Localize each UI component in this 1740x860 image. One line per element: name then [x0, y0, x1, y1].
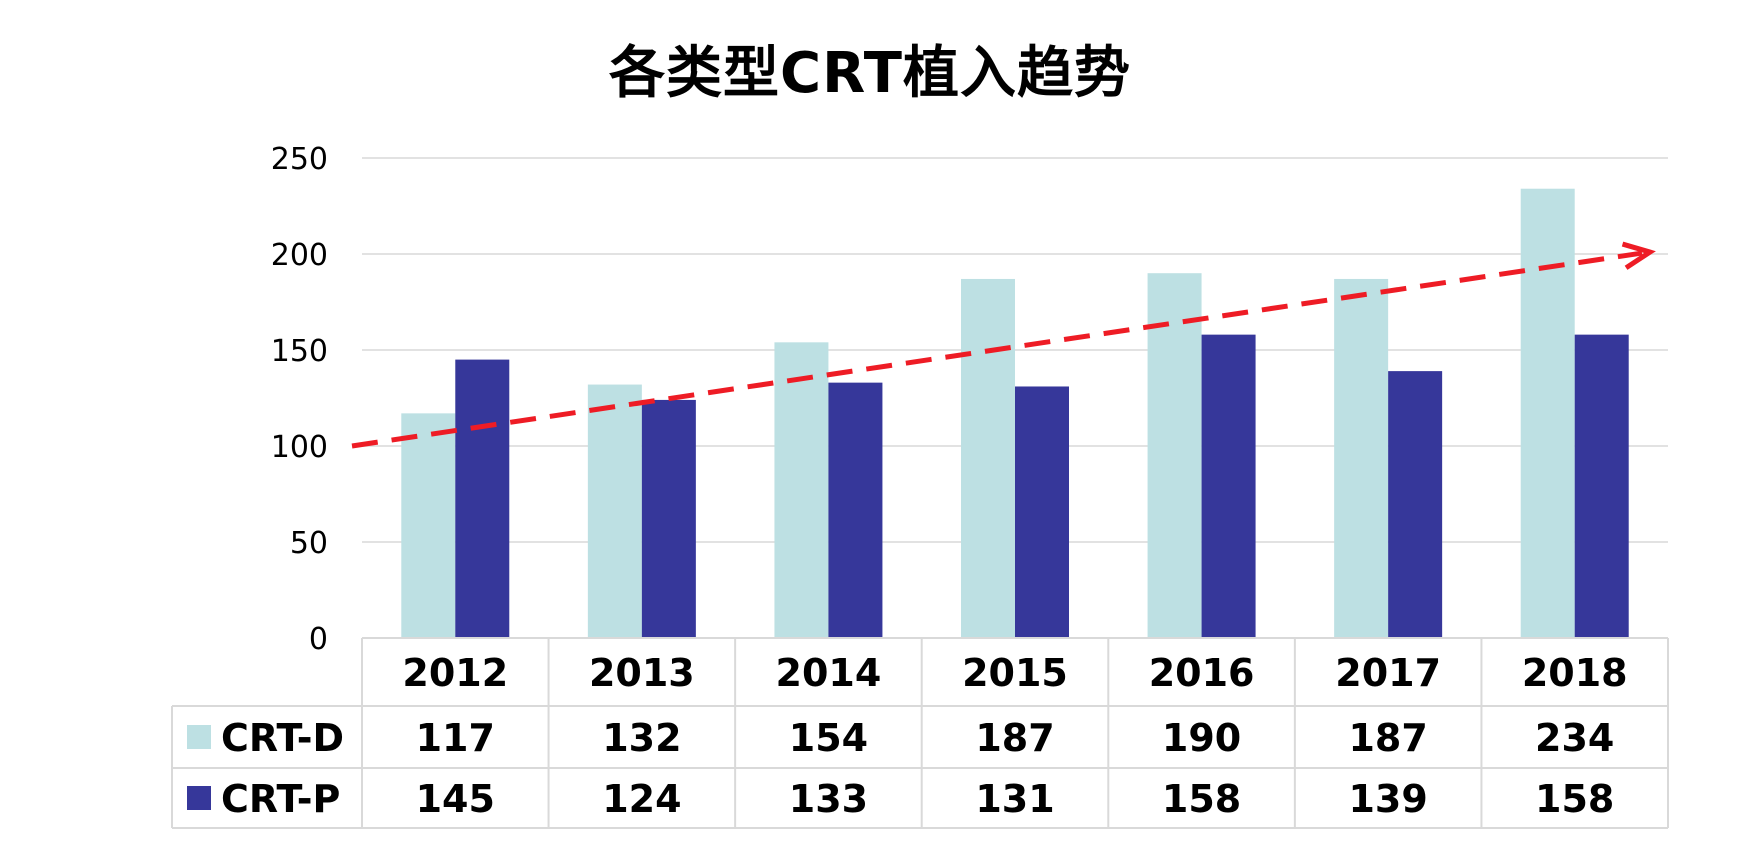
- data-label: 154: [789, 716, 868, 760]
- data-label: 133: [789, 777, 868, 821]
- bar-crt-d-2016: [1147, 273, 1202, 638]
- data-label: 139: [1348, 777, 1427, 821]
- y-axis-ticks: 0 50 100 150 200 250: [271, 142, 328, 657]
- bar-crt-d-2012: [401, 413, 456, 638]
- bar-crt-p-2014: [828, 382, 883, 638]
- chart-title: 各类型CRT植入趋势: [609, 41, 1131, 106]
- bar-crt-d-2018: [1520, 188, 1575, 638]
- x-category-label: 2013: [589, 651, 695, 695]
- bar-crt-d-2014: [774, 342, 829, 638]
- data-label: 131: [975, 777, 1054, 821]
- trend-arrow: [351, 241, 1656, 449]
- bar-crt-p-2013: [641, 399, 696, 638]
- legend-label-crt-p: CRT-P: [221, 777, 340, 821]
- bar-crt-d-2017: [1334, 278, 1389, 638]
- bar-crt-d-2015: [961, 278, 1015, 638]
- bar-crt-p-2016: [1201, 334, 1256, 638]
- x-category-label: 2016: [1149, 651, 1255, 695]
- data-label: 190: [1162, 716, 1241, 760]
- x-category-label: 2015: [962, 651, 1068, 695]
- data-table: 2012 2013 2014 2015 2016 2017 2018 CRT-D 117 132 1…: [171, 637, 1669, 829]
- bar-crt-p-2018: [1574, 334, 1629, 638]
- legend-label-crt-d: CRT-D: [221, 716, 344, 760]
- y-tick-label: 100: [271, 430, 328, 465]
- y-tick-label: 0: [309, 622, 328, 657]
- y-tick-label: 150: [271, 334, 328, 369]
- y-tick-label: 200: [271, 238, 328, 273]
- x-category-label: 2017: [1335, 651, 1441, 695]
- data-label: 158: [1162, 777, 1241, 821]
- data-label: 158: [1535, 777, 1614, 821]
- legend-swatch-crt-d: [187, 725, 211, 749]
- bar-crt-p-2017: [1388, 371, 1443, 638]
- data-label: 234: [1535, 716, 1614, 760]
- y-tick-label: 250: [271, 142, 328, 177]
- bar-crt-d-2013: [587, 384, 642, 638]
- data-label: 187: [975, 716, 1054, 760]
- bar-crt-p-2015: [1015, 386, 1069, 638]
- legend-swatch-crt-p: [187, 786, 211, 810]
- data-label: 132: [602, 716, 681, 760]
- y-tick-label: 50: [290, 526, 328, 561]
- trend-arrowhead: [1621, 241, 1656, 270]
- data-label: 187: [1348, 716, 1427, 760]
- data-label: 124: [602, 777, 681, 821]
- data-label: 145: [416, 777, 495, 821]
- x-category-label: 2014: [776, 651, 882, 695]
- trend-line: [351, 250, 1643, 449]
- x-category-label: 2018: [1522, 651, 1628, 695]
- bar-crt-p-2012: [455, 359, 510, 638]
- data-label: 117: [416, 716, 495, 760]
- x-category-label: 2012: [402, 651, 508, 695]
- bars: [401, 188, 1629, 638]
